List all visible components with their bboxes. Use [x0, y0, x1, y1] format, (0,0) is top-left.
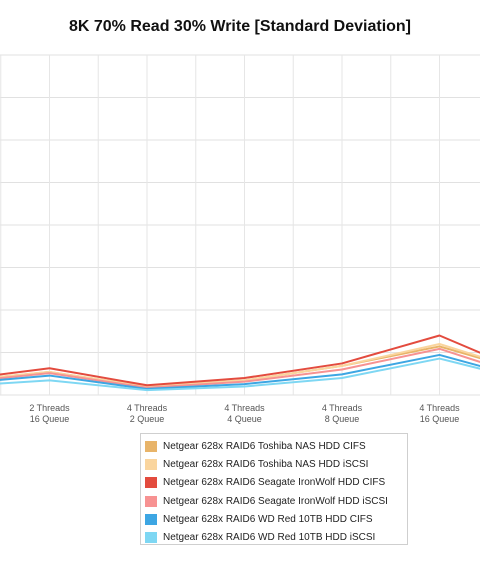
x-tick-label: 8 Queue	[325, 414, 360, 424]
legend-item[interactable]: Netgear 628x RAID6 WD Red 10TB HDD iSCSI	[145, 528, 407, 546]
legend-label: Netgear 628x RAID6 WD Red 10TB HDD CIFS	[163, 513, 373, 525]
legend-swatch	[145, 477, 157, 489]
x-tick-label: 4 Threads	[127, 403, 168, 413]
series-lines	[0, 334, 480, 392]
series-line-3	[0, 334, 480, 387]
x-tick-label: 16 Queue	[30, 414, 70, 424]
legend-label: Netgear 628x RAID6 WD Red 10TB HDD iSCSI	[163, 532, 376, 544]
legend-label: Netgear 628x RAID6 Toshiba NAS HDD CIFS	[163, 440, 366, 452]
legend-swatch	[145, 532, 157, 544]
legend-swatch	[145, 440, 157, 452]
legend-label: Netgear 628x RAID6 Seagate IronWolf HDD …	[163, 477, 386, 489]
chart-title: 8K 70% Read 30% Write [Standard Deviatio…	[68, 18, 412, 35]
series-line-6	[0, 357, 480, 392]
x-tick-label: 4 Queue	[227, 414, 262, 424]
series-line-4	[0, 347, 480, 389]
legend-item[interactable]: Netgear 628x RAID6 Toshiba NAS HDD CIFS	[145, 437, 407, 455]
legend-label: Netgear 628x RAID6 Seagate IronWolf HDD …	[163, 495, 388, 507]
x-tick-label: 16 Queue	[420, 414, 460, 424]
legend: Netgear 628x RAID6 Toshiba NAS HDD CIFS N…	[140, 433, 408, 545]
legend-swatch	[145, 458, 157, 470]
legend-swatch	[145, 513, 157, 525]
x-tick-label: 2 Threads	[29, 403, 70, 413]
legend-item[interactable]: Netgear 628x RAID6 WD Red 10TB HDD CIFS	[145, 510, 407, 528]
legend-item[interactable]: Netgear 628x RAID6 Toshiba NAS HDD iSCSI	[145, 455, 407, 473]
gridlines	[0, 54, 480, 396]
x-tick-label: 4 Threads	[322, 403, 363, 413]
legend-label: Netgear 628x RAID6 Toshiba NAS HDD iSCSI	[163, 458, 369, 470]
x-tick-label: 2 Queue	[130, 414, 165, 424]
legend-item[interactable]: Netgear 628x RAID6 Seagate IronWolf HDD …	[145, 474, 407, 492]
series-line-2	[0, 343, 480, 388]
legend-item[interactable]: Netgear 628x RAID6 Seagate IronWolf HDD …	[145, 492, 407, 510]
x-tick-label: 4 Threads	[419, 403, 460, 413]
series-line-5	[0, 353, 480, 390]
x-tick-label: 4 Threads	[224, 403, 265, 413]
legend-swatch	[145, 495, 157, 507]
